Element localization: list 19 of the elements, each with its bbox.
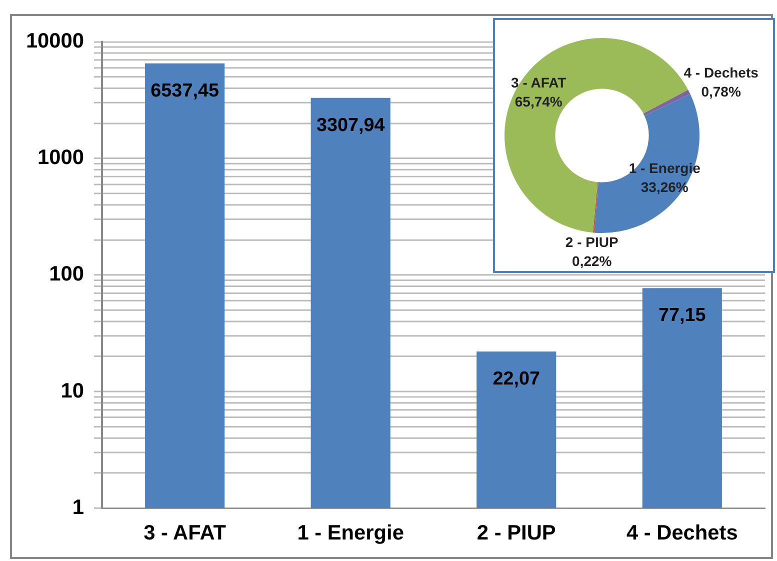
y-tick-label: 10000 (26, 30, 84, 53)
y-tick-label: 1 (72, 496, 84, 519)
x-tick-label: 1 - Energie (297, 521, 404, 544)
data-label: 0,22% (572, 252, 612, 269)
x-tick-label: 2 - PIUP (476, 521, 556, 544)
data-label: 0,78% (701, 83, 742, 100)
y-tick-label: 1000 (38, 146, 84, 170)
slice-label: 3 - AFAT (511, 74, 567, 91)
data-label: 65,74% (514, 94, 563, 110)
data-label: 3307,94 (316, 114, 386, 136)
y-tick-label: 10 (60, 379, 84, 402)
x-tick-label: 4 - Dechets (626, 521, 738, 544)
slice-label: 2 - PIUP (565, 234, 618, 250)
data-label: 6537,45 (150, 80, 219, 102)
data-label: 22,07 (492, 368, 540, 390)
x-tick-label: 3 - AFAT (144, 521, 226, 544)
y-tick-label: 100 (49, 262, 84, 286)
data-label: 77,15 (658, 305, 706, 326)
slice-label: 4 - Dechets (684, 64, 759, 80)
